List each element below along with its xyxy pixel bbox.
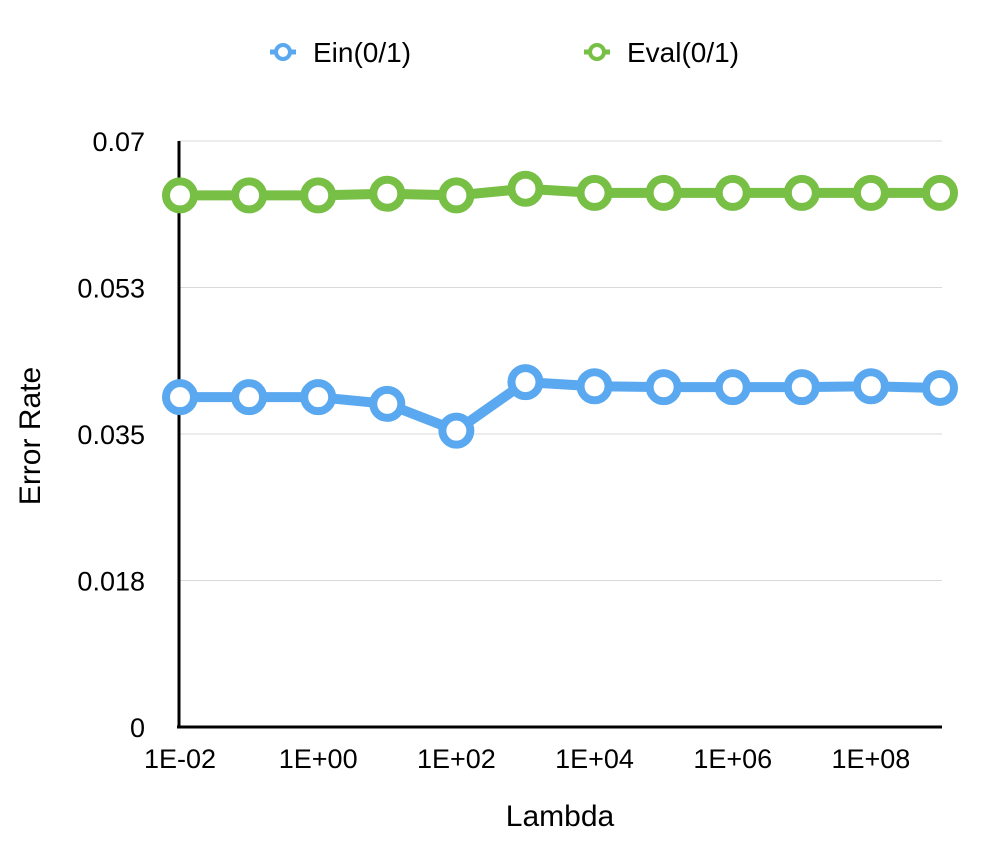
series-line bbox=[180, 377, 941, 436]
legend-marker bbox=[588, 43, 606, 61]
series-1 bbox=[162, 364, 958, 449]
series-group bbox=[162, 170, 958, 449]
y-tick-label: 0 bbox=[130, 713, 145, 743]
data-point bbox=[783, 369, 820, 406]
y-tick-label: 0.018 bbox=[77, 567, 145, 597]
x-tick-label: 1E-02 bbox=[144, 744, 216, 774]
legend-item: Ein(0/1) bbox=[270, 37, 411, 68]
x-tick-label: 1E+06 bbox=[693, 744, 772, 774]
x-axis-ticks: 1E-02 1E+00 1E+02 1E+04 1E+06 1E+08 bbox=[144, 744, 910, 774]
gridlines bbox=[179, 140, 942, 581]
x-tick-label: 1E+08 bbox=[831, 744, 910, 774]
data-point bbox=[438, 177, 475, 214]
y-tick-label: 0.07 bbox=[92, 127, 145, 157]
data-point bbox=[369, 175, 406, 212]
data-point bbox=[507, 364, 544, 401]
y-tick-label: 0.053 bbox=[77, 274, 145, 304]
data-point bbox=[922, 369, 958, 406]
data-point bbox=[852, 174, 889, 211]
data-point bbox=[162, 177, 198, 214]
data-point bbox=[783, 174, 820, 211]
y-tick-label: 0.035 bbox=[77, 420, 145, 450]
data-point bbox=[576, 174, 613, 211]
data-point bbox=[162, 379, 198, 416]
x-tick-label: 1E+04 bbox=[555, 744, 634, 774]
data-point bbox=[645, 369, 682, 406]
data-point bbox=[300, 177, 337, 214]
data-point bbox=[507, 170, 544, 207]
data-point bbox=[369, 385, 406, 422]
data-point bbox=[576, 368, 613, 405]
y-axis-ticks: 0 0.018 0.035 0.053 0.07 bbox=[77, 127, 145, 743]
data-point bbox=[922, 174, 958, 211]
legend-label: Ein(0/1) bbox=[313, 37, 411, 68]
legend: Ein(0/1) Eval(0/1) bbox=[270, 37, 739, 68]
data-point bbox=[231, 379, 268, 416]
data-point bbox=[714, 369, 751, 406]
legend-marker bbox=[274, 43, 292, 61]
x-axis-label: Lambda bbox=[506, 800, 615, 833]
axes bbox=[177, 141, 942, 729]
data-point bbox=[438, 412, 475, 449]
series-line bbox=[180, 183, 940, 201]
x-tick-label: 1E+02 bbox=[417, 744, 496, 774]
legend-item: Eval(0/1) bbox=[584, 37, 739, 68]
data-point bbox=[852, 368, 889, 405]
data-point bbox=[645, 174, 682, 211]
x-tick-label: 1E+00 bbox=[279, 744, 358, 774]
data-point bbox=[714, 174, 751, 211]
legend-label: Eval(0/1) bbox=[627, 37, 739, 68]
y-axis-label: Error Rate bbox=[14, 367, 47, 505]
data-point bbox=[300, 379, 337, 416]
series-2 bbox=[162, 170, 958, 214]
data-point bbox=[231, 177, 268, 214]
